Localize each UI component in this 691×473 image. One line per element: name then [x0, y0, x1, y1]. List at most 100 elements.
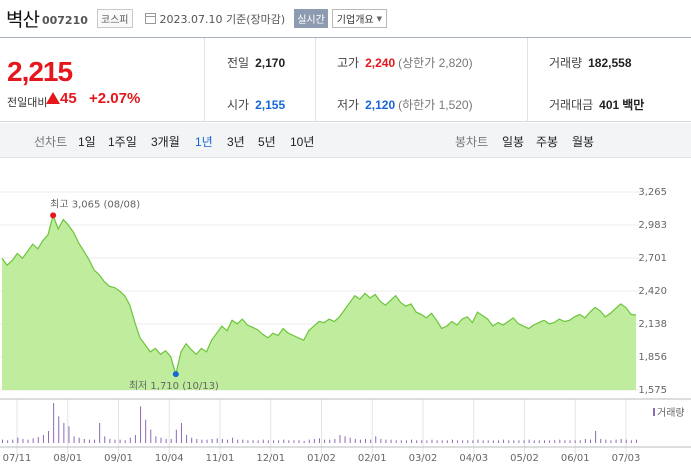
calendar-icon: [144, 13, 156, 24]
price-chart[interactable]: 3,265 2,983 2,701 2,420 2,138 1,856 1,575 07/11…: [0, 158, 691, 473]
volume-bar: [165, 439, 167, 443]
volume-bar: [636, 439, 637, 443]
volume-bar: [288, 440, 290, 443]
x-tick-label: 01/02: [307, 453, 336, 464]
volume-bar: [12, 439, 14, 443]
volume-bar: [605, 439, 607, 443]
high-label: 최고 3,065 (08/08): [50, 198, 140, 210]
x-tick-label: 11/01: [206, 453, 235, 464]
stat-unit: 백만: [622, 98, 645, 112]
volume-bar: [564, 440, 566, 443]
y-tick-label: 1,575: [638, 385, 667, 396]
volume-bar: [492, 440, 494, 443]
volume-bar: [109, 439, 111, 443]
y-tick-label: 2,138: [638, 319, 667, 330]
company-info-button[interactable]: 기업개요 ▼: [331, 9, 387, 28]
period-3m[interactable]: 3개월: [151, 135, 180, 149]
volume-bar: [482, 440, 484, 443]
volume-bar: [344, 436, 346, 443]
upper-limit: (상한가 2,820): [398, 56, 473, 70]
stat-low: 저가 2,120 (하한가 1,520): [337, 96, 473, 113]
volume-bar: [395, 440, 397, 443]
current-price: 2,215: [7, 56, 73, 87]
volume-bar: [78, 437, 80, 443]
volume-legend-swatch: [653, 408, 655, 416]
volume-bar: [329, 439, 331, 443]
volume-bar: [73, 436, 75, 443]
volume-bar: [477, 439, 479, 443]
period-3y[interactable]: 3년: [227, 135, 245, 149]
y-tick-label: 1,856: [638, 352, 667, 363]
stat-label: 저가: [337, 98, 360, 112]
y-tick-label: 2,983: [638, 220, 667, 231]
period-1w[interactable]: 1주일: [108, 135, 137, 149]
volume-bar: [278, 440, 280, 443]
volume-bar: [349, 437, 351, 443]
volume-bar: [104, 436, 106, 443]
volume-bar: [232, 437, 234, 443]
x-tick-label: 12/01: [256, 453, 285, 464]
period-1d[interactable]: 1일: [78, 135, 96, 149]
volume-bar: [180, 423, 182, 443]
volume-bar: [411, 439, 413, 443]
volume-bar: [441, 440, 443, 443]
candle-daily[interactable]: 일봉: [502, 135, 525, 149]
realtime-button[interactable]: 실시간: [294, 9, 328, 28]
volume-bar: [487, 440, 489, 443]
volume-bar: [359, 439, 361, 443]
volume-bar: [426, 440, 428, 443]
volume-bar: [503, 439, 505, 443]
volume-bar: [242, 439, 244, 443]
volume-bar: [175, 429, 177, 443]
stat-open: 시가 2,155: [227, 96, 285, 113]
volume-bar: [334, 439, 336, 443]
volume-bar: [584, 439, 586, 443]
volume-bar: [543, 440, 545, 443]
volume-bar: [431, 439, 433, 443]
volume-bar: [339, 435, 341, 443]
candle-monthly[interactable]: 월봉: [572, 135, 595, 149]
period-5y[interactable]: 5년: [258, 135, 276, 149]
volume-bar: [497, 440, 499, 443]
volume-bar: [303, 441, 305, 443]
volume-bar: [191, 437, 193, 443]
x-tick-label: 09/01: [104, 453, 133, 464]
period-1y[interactable]: 1년: [195, 135, 213, 149]
volume-bar: [324, 439, 326, 443]
volume-bar: [549, 440, 551, 443]
volume-bar: [226, 439, 228, 443]
price-chart-svg: 3,265 2,983 2,701 2,420 2,138 1,856 1,575 07/11…: [0, 187, 691, 464]
price-area: [2, 215, 636, 390]
volume-bar: [390, 439, 392, 443]
volume-bar: [83, 439, 85, 443]
divider: [527, 38, 528, 122]
volume-bar: [416, 440, 418, 443]
y-tick-label: 2,701: [638, 253, 667, 264]
volume-bar: [518, 440, 520, 443]
stat-trade-value: 거래대금 401 백만: [549, 96, 644, 113]
volume-bar: [630, 440, 632, 443]
volume-legend-label: 거래량: [657, 407, 685, 419]
volume-bar: [99, 423, 101, 443]
y-tick-label: 3,265: [638, 187, 667, 198]
stat-prev-close: 전일 2,170: [227, 54, 285, 71]
volume-bar: [508, 440, 510, 443]
volume-bar: [237, 439, 239, 443]
stat-volume: 거래량 182,558: [549, 54, 632, 71]
candle-chart-label: 봉차트: [455, 135, 489, 149]
volume-bar: [53, 403, 55, 443]
volume-bar: [385, 439, 387, 443]
stock-code: 007210: [41, 13, 88, 27]
volume-bar: [27, 439, 29, 443]
stat-value: 401: [599, 98, 620, 112]
volume-bar: [370, 439, 372, 443]
volume-bar: [375, 436, 377, 443]
volume-bar: [88, 439, 90, 443]
volume-bar: [201, 439, 203, 443]
volume-bar: [283, 439, 285, 443]
volume-bar: [559, 439, 561, 443]
candle-weekly[interactable]: 주봉: [536, 135, 559, 149]
volume-bar: [252, 440, 254, 443]
period-10y[interactable]: 10년: [290, 135, 315, 149]
volume-bar: [150, 429, 152, 443]
